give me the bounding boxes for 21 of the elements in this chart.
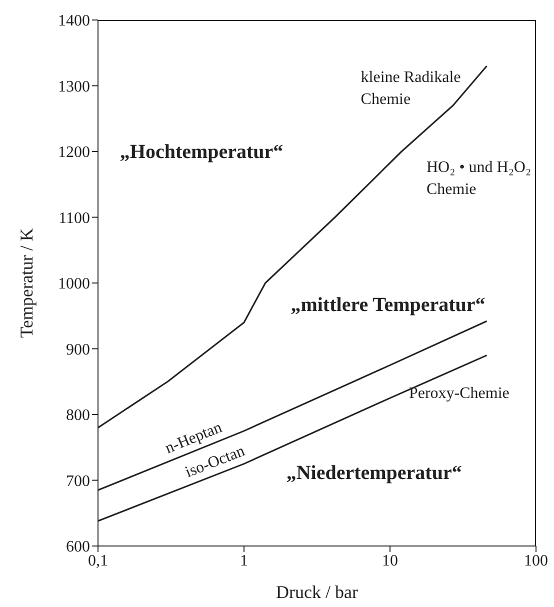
y-tick-label: 700 [66, 472, 90, 490]
annotation: „Hochtemperatur“ [120, 140, 284, 163]
x-tick-label: 10 [382, 552, 398, 570]
annotation: „mittlere Temperatur“ [290, 294, 486, 316]
y-tick-label: 1000 [58, 276, 90, 293]
annotation: HO₂ • und H₂O₂ Chemie [426, 158, 532, 200]
x-axis-title: Druck / bar [276, 582, 358, 602]
annotation: „Niedertemperatur“ [286, 462, 462, 484]
y-tick-label: 1200 [58, 144, 90, 162]
y-tick-label: 1100 [58, 210, 90, 227]
y-tick-label: 1300 [58, 78, 90, 96]
annotation: Peroxy-Chemie [408, 384, 510, 404]
x-tick-label: 0,1 [88, 552, 108, 570]
y-tick-label: 600 [66, 538, 90, 556]
y-tick-label: 1400 [58, 12, 90, 30]
y-tick-label: 800 [66, 407, 90, 424]
annotation: kleine Radikale Chemie [360, 68, 461, 110]
y-tick-label: 900 [66, 341, 90, 358]
x-tick-label: 1 [240, 552, 248, 570]
y-axis-title: Temperatur / K [16, 228, 36, 338]
x-tick-label: 100 [524, 552, 548, 570]
